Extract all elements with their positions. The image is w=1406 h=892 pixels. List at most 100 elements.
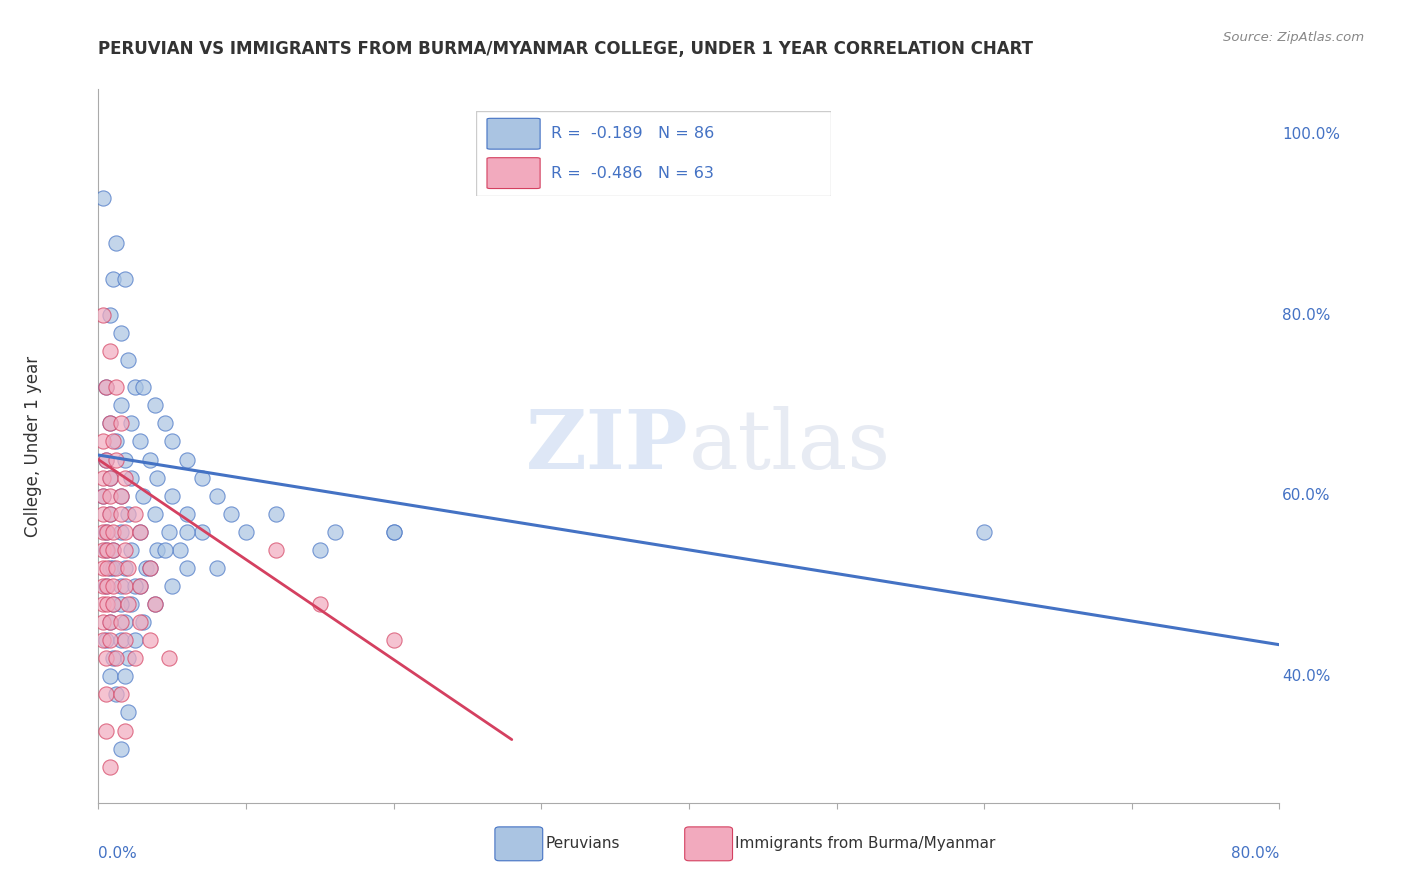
Point: [323, 524, 346, 539]
Point: [91, 489, 114, 503]
Text: 40.0%: 40.0%: [1282, 669, 1330, 684]
Point: [176, 524, 198, 539]
Point: [114, 633, 136, 648]
Point: [91, 434, 114, 449]
Point: [94, 651, 117, 665]
Point: [98, 308, 121, 322]
Point: [114, 723, 136, 738]
Point: [110, 507, 132, 521]
Point: [139, 633, 162, 648]
Point: [98, 344, 121, 359]
Point: [94, 380, 117, 394]
Point: [176, 507, 198, 521]
Point: [98, 417, 121, 431]
Point: [143, 398, 166, 412]
Point: [98, 507, 121, 521]
Point: [124, 579, 146, 593]
Point: [205, 489, 228, 503]
Point: [219, 507, 242, 521]
Point: [128, 524, 150, 539]
Point: [128, 434, 150, 449]
Point: [132, 615, 155, 629]
Text: ZIP: ZIP: [526, 406, 689, 486]
Point: [143, 507, 166, 521]
Point: [94, 452, 117, 467]
Point: [124, 507, 146, 521]
Point: [103, 434, 125, 449]
Point: [139, 561, 162, 575]
Point: [98, 633, 121, 648]
Point: [264, 507, 287, 521]
Text: 80.0%: 80.0%: [1232, 846, 1279, 861]
Point: [191, 470, 214, 484]
Point: [114, 272, 136, 286]
Point: [105, 452, 128, 467]
Point: [110, 489, 132, 503]
Point: [128, 524, 150, 539]
Point: [117, 651, 139, 665]
Point: [110, 687, 132, 701]
Point: [110, 489, 132, 503]
Point: [110, 633, 132, 648]
Point: [91, 633, 114, 648]
Point: [114, 524, 136, 539]
Point: [98, 470, 121, 484]
Point: [143, 597, 166, 611]
Point: [132, 380, 155, 394]
Point: [117, 353, 139, 368]
Point: [114, 579, 136, 593]
Point: [382, 633, 405, 648]
Point: [139, 561, 162, 575]
Point: [139, 452, 162, 467]
Point: [124, 380, 146, 394]
Point: [91, 579, 114, 593]
Point: [135, 561, 157, 575]
Point: [103, 579, 125, 593]
Point: [91, 191, 114, 205]
Point: [98, 615, 121, 629]
Point: [143, 597, 166, 611]
Point: [146, 542, 169, 557]
Point: [105, 380, 128, 394]
Point: [105, 561, 128, 575]
Point: [98, 489, 121, 503]
Point: [114, 470, 136, 484]
Point: [103, 597, 125, 611]
Point: [98, 669, 121, 683]
Point: [114, 561, 136, 575]
Point: [94, 452, 117, 467]
Point: [191, 524, 214, 539]
Point: [103, 524, 125, 539]
Point: [91, 615, 114, 629]
Point: [124, 633, 146, 648]
Point: [169, 542, 191, 557]
Point: [157, 524, 180, 539]
Point: [91, 507, 114, 521]
Text: 0.0%: 0.0%: [98, 846, 138, 861]
Point: [128, 579, 150, 593]
Point: [117, 561, 139, 575]
Point: [120, 470, 142, 484]
Point: [110, 326, 132, 340]
Point: [103, 272, 125, 286]
Point: [120, 417, 142, 431]
Point: [128, 579, 150, 593]
Point: [103, 561, 125, 575]
Point: [264, 542, 287, 557]
Point: [205, 561, 228, 575]
Point: [162, 579, 183, 593]
Point: [103, 542, 125, 557]
Point: [114, 452, 136, 467]
Point: [146, 470, 169, 484]
Point: [110, 597, 132, 611]
Point: [96, 542, 118, 557]
Point: [309, 597, 332, 611]
Point: [98, 470, 121, 484]
Point: [105, 651, 128, 665]
Point: [117, 597, 139, 611]
Text: Immigrants from Burma/Myanmar: Immigrants from Burma/Myanmar: [735, 837, 995, 851]
Point: [96, 597, 118, 611]
Point: [91, 561, 114, 575]
Point: [117, 507, 139, 521]
Text: 80.0%: 80.0%: [1282, 308, 1330, 323]
